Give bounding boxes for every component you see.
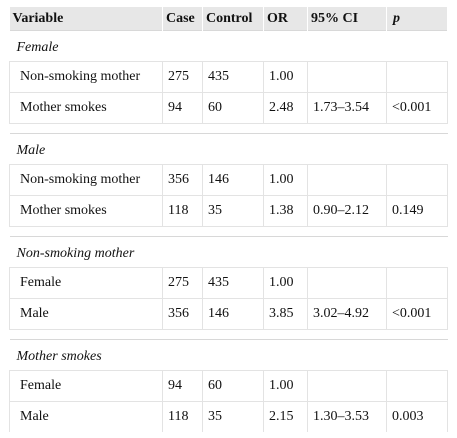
- header-or: OR: [263, 7, 308, 31]
- cell-p: <0.001: [386, 298, 448, 330]
- cell-case: 275: [162, 267, 203, 299]
- cell-ci: [307, 164, 387, 196]
- cell-ci: 3.02–4.92: [307, 298, 387, 330]
- table-header-row: Variable Case Control OR 95% CI p: [9, 7, 448, 31]
- group-label: Non-smoking mother: [9, 236, 448, 268]
- cell-control: 435: [202, 61, 264, 93]
- cell-ci: [307, 370, 387, 402]
- cell-ci: [307, 61, 387, 93]
- table-row: Female 94 60 1.00: [9, 370, 448, 402]
- table-row: Male 118 35 2.15 1.30–3.53 0.003: [9, 401, 448, 432]
- cell-case: 94: [162, 370, 203, 402]
- cell-control: 60: [202, 370, 264, 402]
- cell-variable: Non-smoking mother: [9, 61, 163, 93]
- cell-p: [386, 61, 448, 93]
- group-row: Non-smoking mother: [9, 236, 448, 268]
- table-row: Non-smoking mother 356 146 1.00: [9, 164, 448, 196]
- cell-case: 118: [162, 401, 203, 432]
- row-spacer: [9, 329, 448, 340]
- table-container: Variable Case Control OR 95% CI p Female…: [9, 7, 448, 432]
- cell-control: 60: [202, 92, 264, 124]
- cell-ci: 1.73–3.54: [307, 92, 387, 124]
- cell-control: 146: [202, 164, 264, 196]
- cell-case: 275: [162, 61, 203, 93]
- cell-p: <0.001: [386, 92, 448, 124]
- cell-ci: 0.90–2.12: [307, 195, 387, 227]
- row-spacer: [9, 226, 448, 237]
- cell-or: 3.85: [263, 298, 308, 330]
- table-row: Mother smokes 118 35 1.38 0.90–2.12 0.14…: [9, 195, 448, 227]
- cell-variable: Non-smoking mother: [9, 164, 163, 196]
- cell-p: 0.003: [386, 401, 448, 432]
- row-spacer: [9, 123, 448, 134]
- cell-ci: 1.30–3.53: [307, 401, 387, 432]
- group-row: Mother smokes: [9, 339, 448, 371]
- cell-variable: Female: [9, 370, 163, 402]
- cell-case: 356: [162, 298, 203, 330]
- cell-p: [386, 267, 448, 299]
- table-row: Mother smokes 94 60 2.48 1.73–3.54 <0.00…: [9, 92, 448, 124]
- cell-or: 1.38: [263, 195, 308, 227]
- cell-or: 1.00: [263, 61, 308, 93]
- odds-ratio-table: Variable Case Control OR 95% CI p Female…: [9, 7, 448, 432]
- cell-or: 2.15: [263, 401, 308, 432]
- cell-variable: Male: [9, 298, 163, 330]
- header-control: Control: [202, 7, 264, 31]
- table-row: Female 275 435 1.00: [9, 267, 448, 299]
- header-case: Case: [162, 7, 203, 31]
- cell-p: [386, 164, 448, 196]
- cell-or: 2.48: [263, 92, 308, 124]
- header-p: p: [386, 7, 448, 31]
- group-label: Male: [9, 133, 448, 165]
- cell-or: 1.00: [263, 267, 308, 299]
- cell-or: 1.00: [263, 164, 308, 196]
- cell-control: 435: [202, 267, 264, 299]
- cell-variable: Male: [9, 401, 163, 432]
- cell-p: [386, 370, 448, 402]
- cell-case: 356: [162, 164, 203, 196]
- cell-variable: Mother smokes: [9, 92, 163, 124]
- group-label: Female: [9, 30, 448, 62]
- cell-case: 94: [162, 92, 203, 124]
- cell-case: 118: [162, 195, 203, 227]
- header-95-ci: 95% CI: [307, 7, 387, 31]
- table-row: Non-smoking mother 275 435 1.00: [9, 61, 448, 93]
- cell-ci: [307, 267, 387, 299]
- table-row: Male 356 146 3.85 3.02–4.92 <0.001: [9, 298, 448, 330]
- cell-variable: Female: [9, 267, 163, 299]
- cell-or: 1.00: [263, 370, 308, 402]
- group-row: Female: [9, 30, 448, 62]
- cell-p: 0.149: [386, 195, 448, 227]
- group-label: Mother smokes: [9, 339, 448, 371]
- cell-variable: Mother smokes: [9, 195, 163, 227]
- header-variable: Variable: [9, 7, 163, 31]
- cell-control: 35: [202, 401, 264, 432]
- cell-control: 35: [202, 195, 264, 227]
- group-row: Male: [9, 133, 448, 165]
- cell-control: 146: [202, 298, 264, 330]
